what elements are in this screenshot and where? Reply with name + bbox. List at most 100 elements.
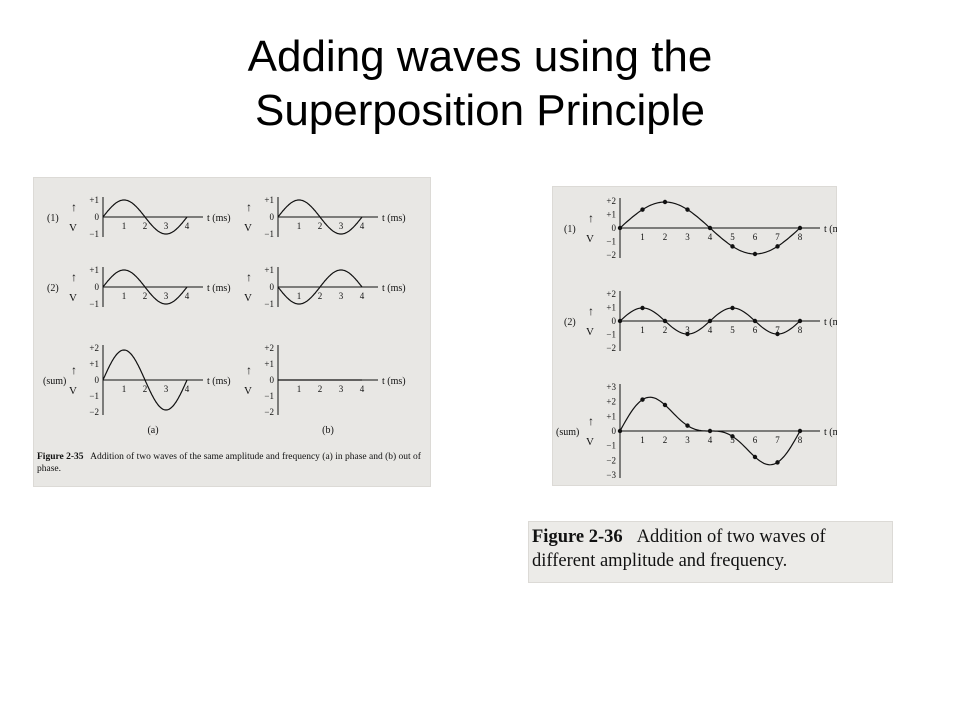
voltage-arrow-icon: ↑ [71, 363, 77, 377]
voltage-arrow-icon: ↑ [588, 304, 594, 318]
x-tick-label: 3 [685, 232, 690, 242]
sample-point [685, 207, 690, 212]
voltage-axis-label: V [586, 436, 594, 448]
sample-point [617, 428, 623, 434]
x-tick-label: 4 [360, 291, 365, 301]
row-label: (1) [47, 213, 59, 224]
voltage-axis-label: V [69, 292, 77, 304]
sample-point [775, 244, 780, 249]
x-tick-label: 7 [775, 435, 780, 445]
sample-point [707, 318, 713, 324]
row-label: (sum) [556, 427, 579, 438]
time-axis-label: t (ms) [824, 224, 837, 235]
wave-curve [277, 269, 363, 305]
sample-point [752, 454, 758, 460]
x-tick-label: 3 [685, 435, 690, 445]
sample-point [797, 428, 803, 434]
y-tick-label: +1 [264, 265, 274, 275]
voltage-axis-label: V [69, 222, 77, 234]
x-tick-label: 1 [640, 325, 645, 335]
wave-curve [102, 199, 188, 235]
y-tick-label: +2 [606, 196, 616, 206]
x-tick-label: 8 [798, 325, 803, 335]
sample-point [662, 318, 668, 324]
sample-point [752, 318, 758, 324]
x-tick-label: 3 [164, 221, 169, 231]
row-label: (2) [564, 317, 576, 328]
y-tick-label: −2 [606, 455, 616, 465]
x-tick-label: 8 [798, 232, 803, 242]
y-tick-label: −2 [89, 407, 99, 417]
voltage-arrow-icon: ↑ [588, 211, 594, 225]
voltage-arrow-icon: ↑ [246, 270, 252, 284]
x-tick-label: 2 [663, 232, 668, 242]
voltage-arrow-icon: ↑ [71, 270, 77, 284]
x-tick-label: 4 [708, 232, 713, 242]
time-axis-label: t (ms) [207, 213, 231, 224]
sample-point [617, 318, 623, 324]
y-tick-label: −1 [264, 229, 274, 239]
y-tick-label: 0 [612, 426, 617, 436]
y-tick-label: +1 [264, 195, 274, 205]
y-tick-label: 0 [612, 223, 617, 233]
y-tick-label: +1 [89, 359, 99, 369]
sample-point [662, 199, 668, 205]
figure-2-36-caption-text: Addition of two waves of different ampli… [532, 527, 826, 571]
x-tick-label: 4 [185, 291, 190, 301]
sample-point [640, 305, 645, 311]
sample-point [662, 402, 668, 408]
y-tick-label: −2 [264, 407, 274, 417]
x-tick-label: 4 [185, 384, 190, 394]
y-tick-label: +1 [89, 195, 99, 205]
sample-point [730, 305, 735, 311]
sample-point [775, 331, 780, 337]
x-tick-label: 5 [730, 435, 735, 445]
y-tick-label: +1 [606, 411, 616, 421]
figure-2-36-caption-number: Figure 2-36 [532, 527, 623, 547]
x-tick-label: 7 [775, 232, 780, 242]
sample-point [685, 331, 690, 337]
y-tick-label: 0 [95, 282, 100, 292]
y-tick-label: −2 [606, 343, 616, 353]
title-line-1: Adding waves using the [247, 32, 713, 81]
voltage-axis-label: V [69, 385, 77, 397]
subfigure-label: (a) [147, 425, 158, 436]
x-tick-label: 2 [143, 221, 148, 231]
y-tick-label: 0 [270, 212, 275, 222]
y-tick-label: +1 [264, 359, 274, 369]
x-tick-label: 6 [753, 232, 758, 242]
x-tick-label: 1 [297, 384, 302, 394]
voltage-arrow-icon: ↑ [246, 363, 252, 377]
x-tick-label: 2 [663, 435, 668, 445]
x-tick-label: 2 [143, 384, 148, 394]
time-axis-label: t (ms) [207, 376, 231, 387]
x-tick-label: 4 [708, 325, 713, 335]
y-tick-label: −2 [606, 250, 616, 260]
time-axis-label: t (ms) [382, 283, 406, 294]
y-tick-label: 0 [612, 316, 617, 326]
figure-2-35-caption: Figure 2-35 Addition of two waves of the… [37, 451, 427, 475]
wave-curve [277, 199, 363, 235]
y-tick-label: −1 [606, 330, 616, 340]
y-tick-label: +1 [606, 210, 616, 220]
y-tick-label: −1 [89, 391, 99, 401]
figure-2-35-caption-text: Addition of two waves of the same amplit… [37, 452, 421, 474]
voltage-arrow-icon: ↑ [588, 414, 594, 428]
x-tick-label: 5 [730, 325, 735, 335]
y-tick-label: −1 [89, 299, 99, 309]
sample-point [685, 423, 690, 428]
x-tick-label: 4 [360, 221, 365, 231]
sample-point [797, 318, 803, 324]
row-label: (sum) [43, 376, 66, 387]
x-tick-label: 2 [663, 325, 668, 335]
x-tick-label: 4 [185, 221, 190, 231]
figure-2-35-caption-number: Figure 2-35 [37, 452, 84, 462]
x-tick-label: 3 [164, 384, 169, 394]
y-tick-label: +2 [606, 397, 616, 407]
time-axis-label: t (ms) [382, 213, 406, 224]
sample-point [752, 251, 758, 257]
y-tick-label: +2 [264, 343, 274, 353]
voltage-arrow-icon: ↑ [71, 200, 77, 214]
y-tick-label: +2 [89, 343, 99, 353]
y-tick-label: +3 [606, 382, 616, 392]
